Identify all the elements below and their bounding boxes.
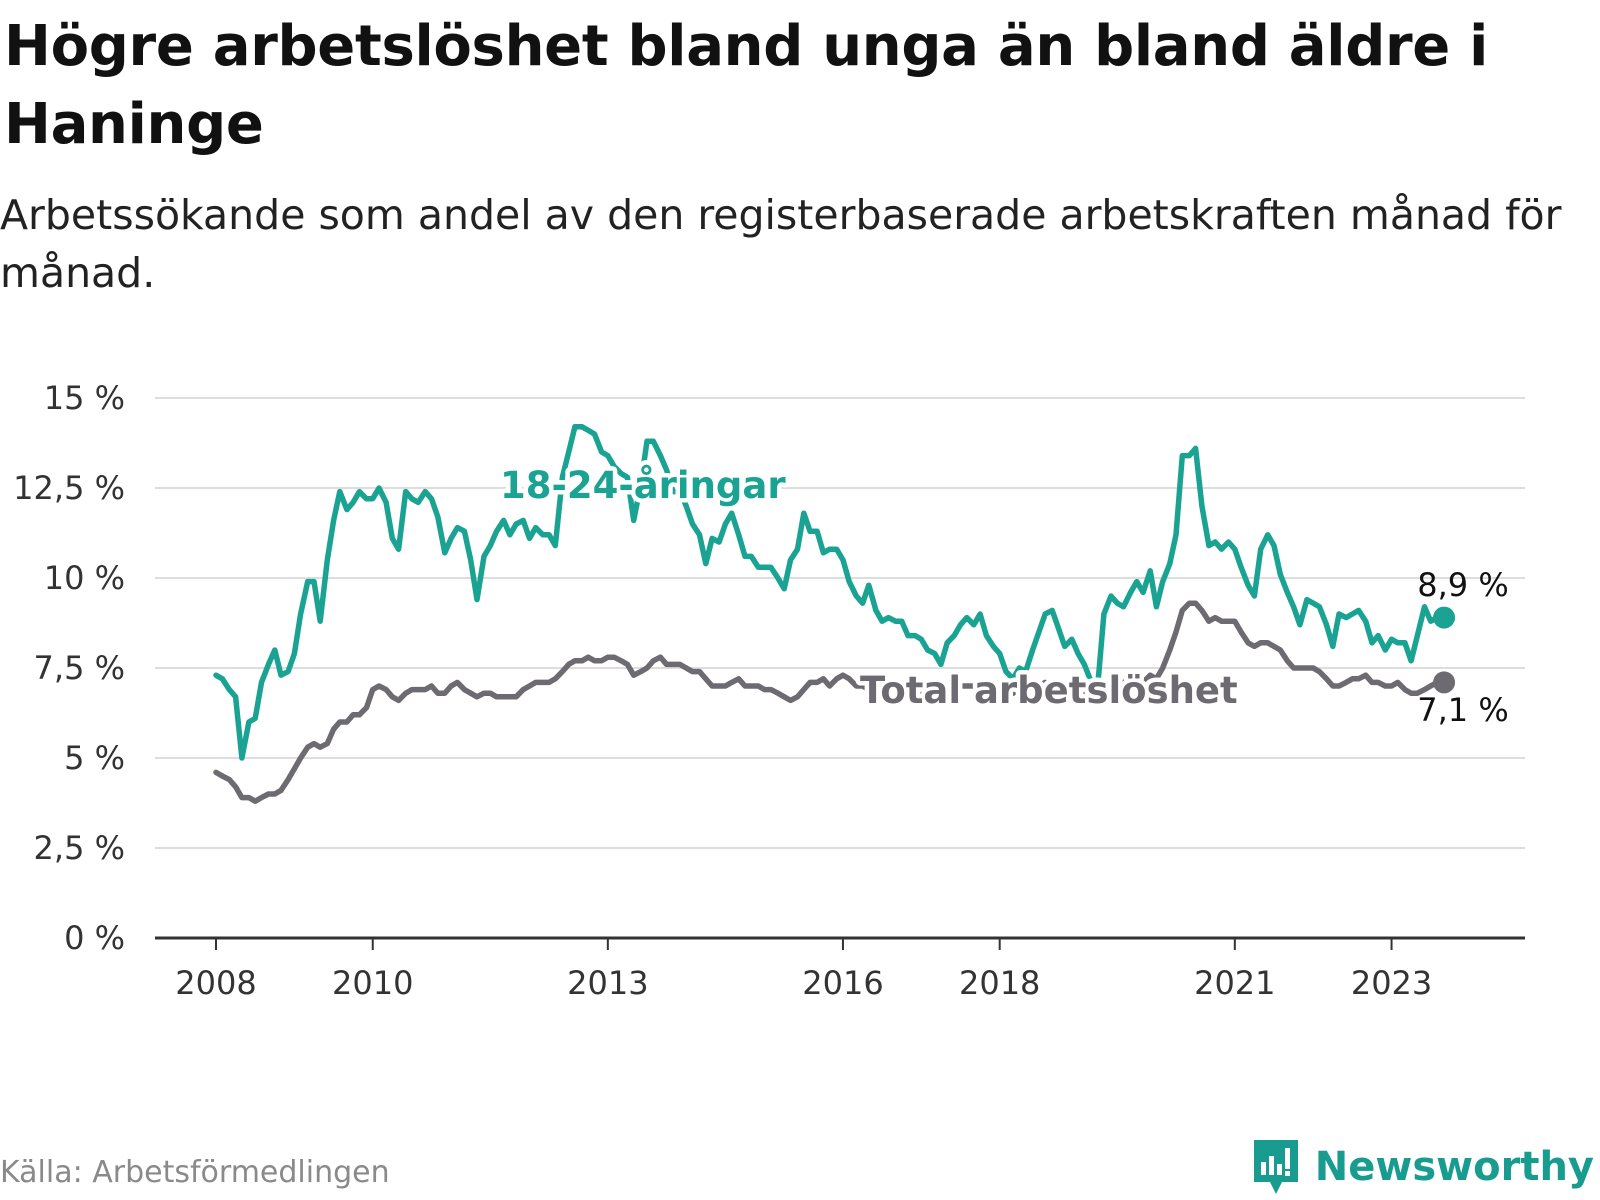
y-tick-label: 7,5 % [34,649,125,687]
youth-series-label: 18-24-åringar [500,464,786,507]
total-end-dot [1433,671,1456,694]
youth-end-label: 8,9 % [1417,566,1508,604]
source-note: Källa: Arbetsförmedlingen [0,1155,390,1190]
y-tick-label: 12,5 % [13,469,125,507]
newsworthy-icon [1253,1140,1298,1194]
x-tick-label: 2013 [567,964,648,1002]
total-series-label-halo: Total arbetslöshet [860,669,1238,712]
x-tick-label: 2010 [332,964,413,1002]
x-tick-label: 2021 [1194,964,1275,1002]
y-tick-label: 0 % [64,919,125,957]
total-end-label: 7,1 % [1417,691,1508,729]
x-tick-label: 2023 [1351,964,1432,1002]
y-tick-label: 5 % [64,739,125,777]
x-tick-label: 2008 [175,964,256,1002]
y-tick-label: 10 % [44,559,125,597]
total-series-label: Total arbetslöshet [860,669,1238,712]
chart-subtitle: Arbetssökande som andel av den registerb… [0,191,1562,297]
brand-name: Newsworthy [1314,1144,1594,1190]
x-tick-label: 2016 [802,964,883,1002]
youth-end-dot [1433,606,1456,629]
youth-series-label-halo: 18-24-åringar [500,464,786,507]
newsworthy-logo: Newsworthy [1251,1138,1594,1196]
y-tick-label: 2,5 % [34,829,125,867]
total-series-line [213,600,1447,804]
x-tick-label: 2018 [959,964,1040,1002]
youth-series-line [213,424,1447,761]
chart-title: Högre arbetslöshet bland unga än bland ä… [4,14,1489,157]
y-tick-label: 15 % [44,379,125,417]
